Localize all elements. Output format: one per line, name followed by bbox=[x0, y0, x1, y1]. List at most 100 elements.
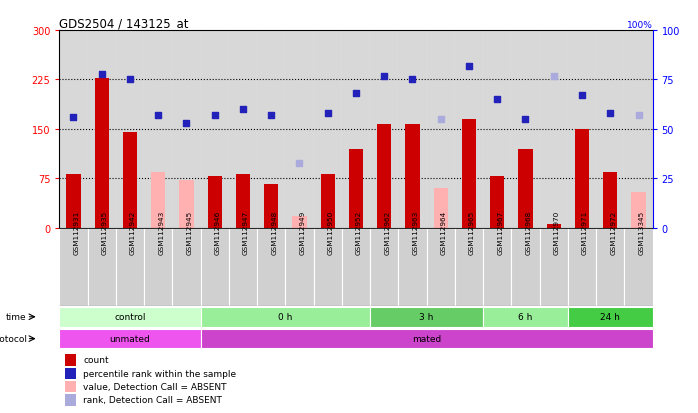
Text: time: time bbox=[6, 313, 27, 321]
Text: 0 h: 0 h bbox=[279, 313, 292, 321]
Bar bbox=[236, 174, 250, 228]
Text: 100%: 100% bbox=[627, 21, 653, 30]
Text: GSM112963: GSM112963 bbox=[413, 210, 419, 254]
Point bbox=[96, 71, 107, 78]
Bar bbox=[370, 228, 399, 306]
Bar bbox=[229, 31, 257, 228]
Text: control: control bbox=[114, 313, 146, 321]
Text: protocol: protocol bbox=[0, 334, 27, 343]
Bar bbox=[483, 31, 512, 228]
Text: GSM112945: GSM112945 bbox=[186, 210, 193, 254]
Bar bbox=[66, 174, 80, 228]
Bar bbox=[483, 228, 512, 306]
Text: GSM112967: GSM112967 bbox=[497, 210, 503, 254]
Point bbox=[68, 114, 79, 121]
Bar bbox=[342, 31, 370, 228]
Text: GSM113345: GSM113345 bbox=[639, 210, 644, 254]
Point bbox=[435, 116, 446, 123]
Text: GSM112948: GSM112948 bbox=[272, 210, 277, 254]
Bar bbox=[603, 172, 617, 228]
Bar bbox=[207, 177, 222, 228]
Bar bbox=[512, 228, 540, 306]
Text: GSM112950: GSM112950 bbox=[328, 210, 334, 254]
Point bbox=[633, 112, 644, 119]
Bar bbox=[399, 228, 426, 306]
Bar bbox=[632, 192, 646, 228]
Point bbox=[266, 112, 277, 119]
Bar bbox=[377, 124, 392, 228]
Text: GSM112970: GSM112970 bbox=[554, 210, 560, 254]
Point bbox=[181, 120, 192, 127]
Bar bbox=[519, 150, 533, 228]
Bar bbox=[490, 177, 504, 228]
Bar bbox=[200, 31, 229, 228]
Text: 24 h: 24 h bbox=[600, 313, 621, 321]
Text: GSM112947: GSM112947 bbox=[243, 210, 249, 254]
Point bbox=[604, 111, 616, 117]
Text: GSM112935: GSM112935 bbox=[102, 210, 107, 254]
Point bbox=[209, 112, 221, 119]
Bar bbox=[540, 228, 568, 306]
Bar bbox=[172, 31, 200, 228]
Text: GSM112943: GSM112943 bbox=[158, 210, 164, 254]
Point bbox=[124, 77, 135, 83]
Point bbox=[520, 116, 531, 123]
Text: mated: mated bbox=[412, 334, 441, 343]
Point bbox=[463, 63, 475, 70]
Point bbox=[407, 77, 418, 83]
Text: GSM112971: GSM112971 bbox=[582, 210, 588, 254]
Point bbox=[322, 111, 334, 117]
Bar bbox=[123, 133, 137, 228]
Bar bbox=[575, 130, 589, 228]
Bar bbox=[229, 228, 257, 306]
Bar bbox=[66, 394, 76, 406]
Point bbox=[378, 73, 389, 80]
Text: count: count bbox=[83, 356, 109, 364]
Point bbox=[237, 107, 248, 113]
Text: 6 h: 6 h bbox=[519, 313, 533, 321]
Bar bbox=[87, 228, 116, 306]
Text: GSM112949: GSM112949 bbox=[299, 210, 306, 254]
Bar bbox=[433, 189, 448, 228]
Bar bbox=[483, 307, 568, 327]
Bar bbox=[455, 31, 483, 228]
Bar bbox=[144, 31, 172, 228]
Bar bbox=[625, 228, 653, 306]
Point bbox=[153, 112, 164, 119]
Bar bbox=[264, 184, 279, 228]
Bar bbox=[540, 31, 568, 228]
Point bbox=[577, 93, 588, 100]
Bar bbox=[596, 228, 625, 306]
Bar bbox=[95, 78, 109, 228]
Bar bbox=[342, 228, 370, 306]
Bar bbox=[144, 228, 172, 306]
Bar bbox=[320, 174, 335, 228]
Text: percentile rank within the sample: percentile rank within the sample bbox=[83, 369, 236, 378]
Bar bbox=[172, 228, 200, 306]
Text: GSM112964: GSM112964 bbox=[440, 210, 447, 254]
Point bbox=[491, 97, 503, 103]
Bar bbox=[285, 31, 313, 228]
Bar bbox=[200, 228, 229, 306]
Text: GDS2504 / 143125_at: GDS2504 / 143125_at bbox=[59, 17, 189, 30]
Text: GSM112972: GSM112972 bbox=[610, 210, 616, 254]
Bar bbox=[568, 228, 596, 306]
Text: GSM112931: GSM112931 bbox=[73, 210, 80, 254]
Text: GSM112952: GSM112952 bbox=[356, 210, 362, 254]
Bar bbox=[625, 31, 653, 228]
Bar bbox=[66, 381, 76, 392]
Bar bbox=[568, 31, 596, 228]
Text: value, Detection Call = ABSENT: value, Detection Call = ABSENT bbox=[83, 382, 227, 391]
Bar bbox=[59, 329, 200, 349]
Bar bbox=[285, 228, 313, 306]
Bar bbox=[512, 31, 540, 228]
Bar bbox=[257, 31, 285, 228]
Text: GSM112946: GSM112946 bbox=[215, 210, 221, 254]
Text: GSM112942: GSM112942 bbox=[130, 210, 136, 254]
Bar bbox=[370, 307, 483, 327]
Text: 3 h: 3 h bbox=[419, 313, 433, 321]
Bar bbox=[200, 329, 653, 349]
Bar bbox=[406, 125, 419, 228]
Bar bbox=[292, 216, 306, 228]
Bar bbox=[426, 228, 455, 306]
